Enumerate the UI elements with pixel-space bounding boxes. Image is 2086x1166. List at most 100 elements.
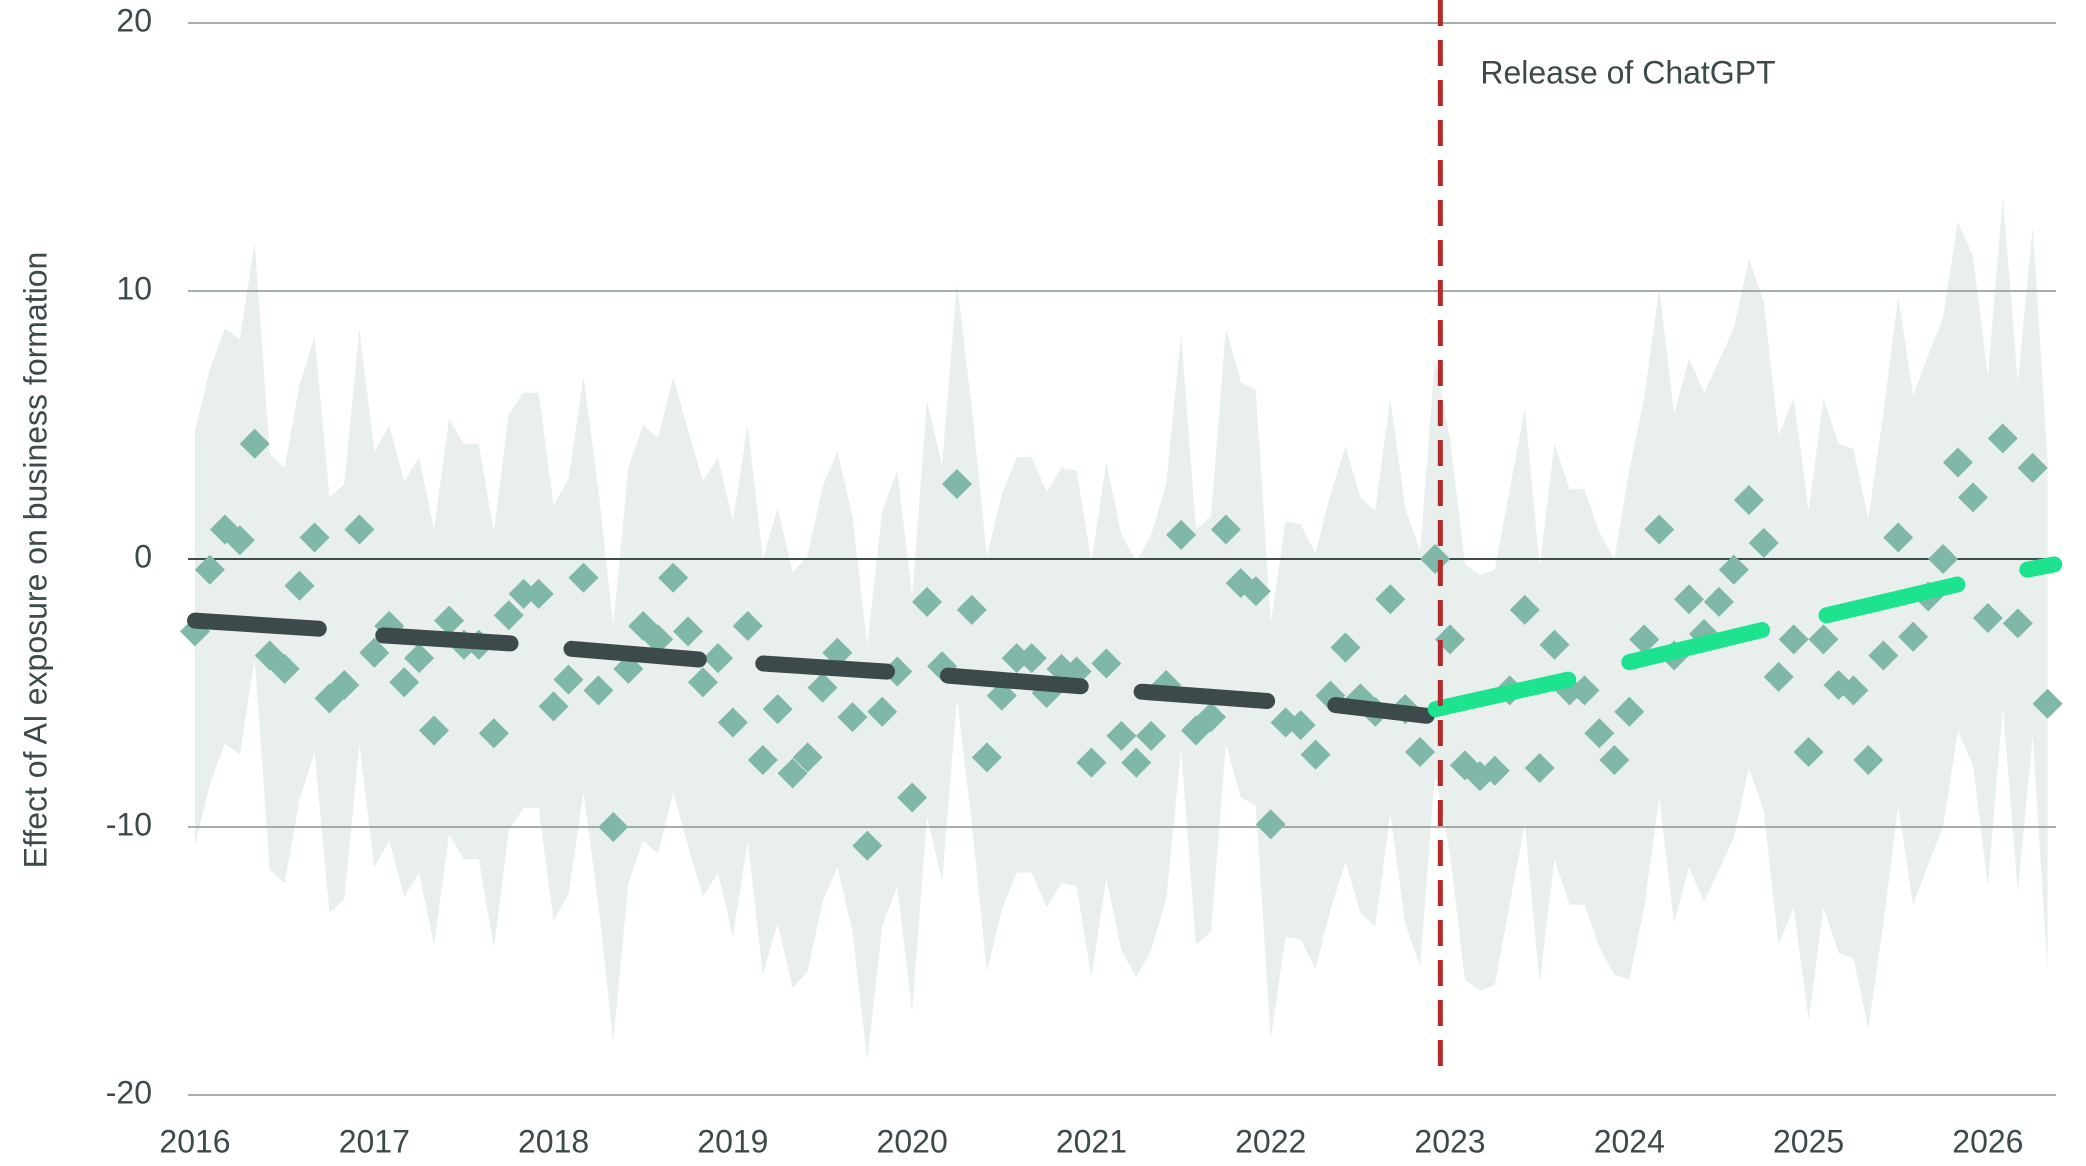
data-point (1255, 809, 1286, 840)
x-tick-label: 2021 (1056, 1123, 1127, 1159)
data-point (523, 578, 554, 609)
data-point (1898, 621, 1929, 652)
data-point (1972, 602, 2003, 633)
trend-line (1427, 671, 1577, 718)
data-point (269, 653, 300, 684)
data-point (897, 782, 928, 813)
data-point (1778, 624, 1809, 655)
data-point (867, 696, 898, 727)
data-point (747, 745, 778, 775)
data-point (1629, 624, 1660, 655)
data-point (1240, 576, 1271, 607)
data-point (1509, 594, 1540, 625)
data-point (389, 667, 420, 698)
data-point (702, 643, 733, 674)
data-point (568, 562, 599, 593)
data-point (1942, 447, 1973, 478)
y-tick-label: 20 (116, 2, 152, 38)
data-point (1106, 720, 1137, 751)
data-point (1957, 482, 1988, 513)
confidence-band (195, 197, 2048, 1061)
data-point (1479, 755, 1510, 786)
data-point (1808, 624, 1839, 655)
trend-line (1327, 697, 1435, 724)
data-point (598, 812, 629, 842)
data-point (1136, 720, 1167, 751)
trend-line (187, 612, 327, 637)
data-point (1285, 710, 1316, 741)
data-point (1748, 527, 1779, 558)
data-point (1375, 584, 1406, 615)
data-point (194, 554, 225, 585)
trend-line (1621, 622, 1770, 671)
x-tick-label: 2020 (877, 1123, 948, 1159)
trend-line (1818, 576, 1966, 624)
data-point (1091, 648, 1122, 679)
data-point (478, 718, 509, 749)
data-point (792, 742, 823, 773)
data-point (2032, 688, 2063, 719)
y-axis-label: Effect of AI exposure on business format… (17, 252, 53, 869)
y-tick-label: -10 (106, 806, 152, 842)
data-point (284, 570, 315, 601)
data-point (508, 578, 539, 609)
data-point (538, 691, 569, 722)
data-point (956, 594, 987, 625)
data-point (1928, 544, 1959, 574)
data-point (1196, 702, 1227, 733)
data-point (658, 562, 689, 593)
data-point (404, 643, 435, 674)
data-point (1703, 586, 1734, 617)
data-point (852, 830, 883, 861)
trend-line (2019, 556, 2063, 578)
data-point (1584, 718, 1615, 749)
y-tick-label: 0 (134, 538, 152, 574)
data-point (434, 605, 465, 636)
data-point (1001, 643, 1032, 674)
data-point (777, 758, 808, 789)
data-point (762, 694, 793, 725)
data-point (1405, 736, 1436, 767)
trend-line (563, 640, 707, 668)
data-point (344, 514, 375, 545)
data-point (1330, 632, 1361, 663)
trend-line (1133, 683, 1276, 709)
data-point (643, 624, 674, 655)
data-point (1569, 675, 1600, 706)
x-tick-label: 2023 (1414, 1123, 1485, 1159)
data-point (1763, 661, 1794, 692)
data-point (687, 667, 718, 698)
trend-line (755, 655, 895, 680)
x-tick-label: 2022 (1235, 1123, 1306, 1159)
data-point (941, 468, 972, 499)
data-point (1599, 745, 1630, 775)
trend-line (375, 627, 519, 652)
trend-line (940, 667, 1089, 695)
data-point (837, 702, 868, 733)
data-point (1853, 745, 1884, 775)
data-point (1987, 423, 2018, 454)
data-point (2002, 608, 2033, 639)
data-point (359, 637, 390, 668)
data-point (553, 664, 584, 695)
data-point (732, 611, 763, 641)
data-point (1673, 584, 1704, 615)
data-point (1210, 514, 1241, 545)
data-point (1016, 643, 1047, 674)
y-tick-label: 10 (116, 270, 152, 306)
data-point (239, 428, 270, 459)
data-point (807, 672, 838, 703)
x-tick-label: 2025 (1773, 1123, 1844, 1159)
x-tick-label: 2019 (697, 1123, 768, 1159)
data-point (1793, 736, 1824, 767)
data-point (1718, 554, 1749, 585)
data-point (224, 525, 255, 556)
data-point (583, 675, 614, 706)
data-point (1539, 629, 1570, 660)
data-point (1733, 485, 1764, 516)
data-point (1838, 675, 1869, 706)
y-tick-label: -20 (106, 1074, 152, 1110)
data-point (1644, 514, 1675, 545)
